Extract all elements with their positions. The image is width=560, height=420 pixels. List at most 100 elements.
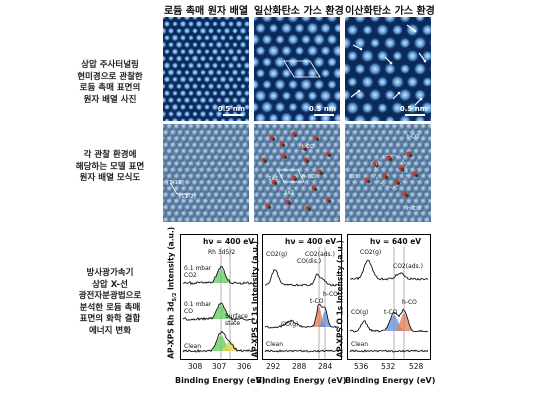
annotation: CO(dis.) <box>297 258 322 265</box>
rh-atom <box>177 129 185 137</box>
x-tick: 306 <box>237 362 252 371</box>
rh-atom <box>370 210 378 218</box>
rh-atom <box>409 191 417 200</box>
stm-spot <box>286 33 300 46</box>
rh-atom <box>377 160 385 169</box>
rh-atom <box>336 198 340 206</box>
rh-atom <box>297 191 305 200</box>
stm-spot <box>313 101 325 113</box>
stm-spot <box>368 88 382 102</box>
rh-atom <box>348 160 356 169</box>
rh-atom <box>238 173 246 181</box>
x-tick: 288 <box>292 362 307 371</box>
rh-atom <box>238 135 246 144</box>
stm-spot <box>207 55 215 62</box>
stm-spot <box>274 17 286 23</box>
rh-atom <box>231 160 239 169</box>
scale-label: 0.5 nm <box>308 105 336 113</box>
stm-spot <box>215 68 223 76</box>
model-surface-co2: t-CO CO h-CO <box>345 124 431 222</box>
rh-atom <box>322 173 330 181</box>
annotation: h-CO <box>323 291 338 298</box>
rh-atom <box>290 216 298 222</box>
stm-spot <box>223 17 231 21</box>
stm-spot <box>300 34 312 45</box>
rh-atom <box>370 135 378 144</box>
stm-spot <box>369 37 381 49</box>
stm-spot <box>254 101 260 113</box>
rh-atom <box>181 173 189 181</box>
rh-atom <box>352 154 360 162</box>
rh-atom <box>336 210 340 218</box>
photon-energy: hν = 400 eV <box>285 237 337 246</box>
rh-atom <box>166 160 174 169</box>
annotation: CO2(g) <box>266 251 288 258</box>
rh-atom <box>275 179 283 187</box>
rh-atom <box>363 210 371 218</box>
stm-spot <box>235 20 243 28</box>
rh-atom <box>359 167 367 175</box>
stm-spot <box>171 33 179 42</box>
rh-atom <box>381 191 389 200</box>
stm-spot <box>227 116 235 121</box>
rh-atom <box>318 204 326 212</box>
stm-spot <box>313 17 325 23</box>
rh-atom <box>329 210 337 218</box>
stm-spot <box>383 62 397 76</box>
rh-atom <box>315 173 323 181</box>
stm-spot <box>413 88 427 102</box>
rh-atom <box>326 179 334 187</box>
x-axis-label: Binding Energy (eV) <box>175 376 266 385</box>
stm-spot <box>391 24 404 36</box>
rh-atom <box>333 154 340 162</box>
stm-spot <box>332 89 340 102</box>
fitted-component <box>319 311 331 327</box>
rh-atom <box>297 216 305 222</box>
rh-atom <box>264 198 272 206</box>
site-label: 2x2 <box>268 176 279 182</box>
annotation: 0.1 mbar CO <box>184 301 212 315</box>
rh-atom <box>206 154 214 162</box>
stm-spot <box>235 89 243 98</box>
rh-atom <box>238 185 246 193</box>
rh-atom <box>238 124 246 131</box>
rh-atom <box>402 216 410 222</box>
axis-arrow <box>170 183 178 195</box>
rh-atom <box>272 198 280 206</box>
stm-spot <box>326 56 338 68</box>
rh-atom <box>318 216 326 222</box>
stm-spot <box>199 96 207 105</box>
rh-atom <box>191 129 199 137</box>
rh-atom <box>427 210 431 218</box>
stm-spot <box>215 54 223 63</box>
annotation: Clean <box>266 341 284 348</box>
rh-atom <box>282 179 290 187</box>
rh-atom <box>202 185 210 193</box>
model-surface-co: t-CO h-CO 1x1 2x2 <box>254 124 340 222</box>
rh-atom <box>195 135 203 144</box>
stm-spot <box>255 68 266 79</box>
rh-atom <box>163 179 171 187</box>
stm-spot <box>191 110 199 118</box>
stm-spot <box>421 76 431 88</box>
rh-atom <box>199 129 207 137</box>
spectrum-trace <box>264 269 340 287</box>
rh-atom <box>188 135 196 144</box>
rh-atom <box>199 154 207 162</box>
stm-spot <box>354 63 366 75</box>
rh-atom <box>311 154 319 162</box>
stm-spot <box>215 27 223 34</box>
rh-atom <box>261 129 269 137</box>
stm-spot <box>211 117 219 121</box>
stm-spot <box>171 90 179 97</box>
rh-atom <box>163 198 167 206</box>
rh-atom <box>381 154 389 162</box>
co-carbon <box>367 179 371 184</box>
rh-atom <box>373 216 381 222</box>
rh-atom <box>381 216 389 222</box>
rh-atom <box>373 142 381 150</box>
rh-atom <box>300 160 308 169</box>
rh-atom <box>199 167 207 175</box>
rh-atom <box>173 124 181 131</box>
rh-atom <box>206 179 214 187</box>
